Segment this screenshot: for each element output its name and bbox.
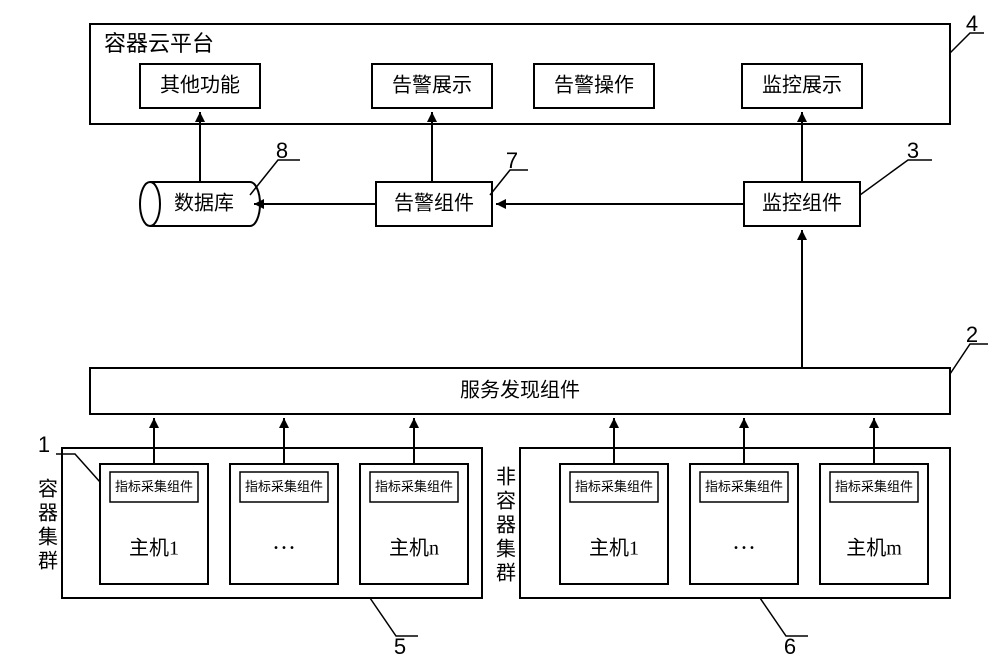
callout-num-3: 3 xyxy=(907,138,919,163)
container-vlabel-char: 容 xyxy=(38,478,58,501)
alarm-component: 告警组件 xyxy=(376,182,492,226)
callout-line-6 xyxy=(760,598,808,636)
host-label: 主机m xyxy=(846,537,902,560)
metric-collector-label: 指标采集组件 xyxy=(835,479,913,494)
metric-collector-label: 指标采集组件 xyxy=(705,479,783,494)
alarm-display-label: 告警展示 xyxy=(392,74,472,97)
metric-collector-label: 指标采集组件 xyxy=(375,479,453,494)
callout-num-8: 8 xyxy=(276,138,288,163)
platform-title: 容器云平台 xyxy=(104,31,214,56)
callout-num-6: 6 xyxy=(784,634,796,659)
alarm-label: 告警组件 xyxy=(394,192,474,215)
noncontainer-vlabel-char: 群 xyxy=(496,562,516,585)
callout-line-2 xyxy=(950,344,988,374)
service-discovery-label: 服务发现组件 xyxy=(460,379,580,402)
host-label: 主机1 xyxy=(129,537,179,560)
monitor-display-label: 监控展示 xyxy=(762,74,842,97)
metric-collector-label: 指标采集组件 xyxy=(245,479,323,494)
monitor-display-button: 监控展示 xyxy=(742,64,862,108)
other-functions-button: 其他功能 xyxy=(140,64,260,108)
callout-num-5: 5 xyxy=(394,634,406,659)
platform-panel: 容器云平台其他功能 告警展示 告警操作 监控展示 xyxy=(90,24,950,124)
callout-num-4: 4 xyxy=(966,11,978,36)
container-host-1: 指标采集组件 ··· xyxy=(230,464,338,584)
host-label: 主机1 xyxy=(589,537,639,560)
container-vlabel-char: 群 xyxy=(38,550,58,573)
metric-collector-label: 指标采集组件 xyxy=(575,479,653,494)
alarm-display-button: 告警展示 xyxy=(372,64,492,108)
alarm-operate-button: 告警操作 xyxy=(534,64,654,108)
callout-line-4 xyxy=(950,33,984,53)
database-label: 数据库 xyxy=(174,192,234,215)
other-functions-label: 其他功能 xyxy=(160,74,240,97)
monitor-label: 监控组件 xyxy=(762,192,842,215)
monitor-component: 监控组件 xyxy=(744,182,860,226)
container-vlabel-char: 集 xyxy=(38,526,58,549)
alarm-operate-label: 告警操作 xyxy=(554,74,634,97)
host-ellipsis: ··· xyxy=(732,536,756,562)
database-node: 数据库 xyxy=(140,182,260,226)
noncontainer-vlabel-char: 集 xyxy=(496,538,516,561)
service-discovery-component: 服务发现组件 xyxy=(90,368,950,414)
callout-num-1: 1 xyxy=(38,432,50,457)
callout-num-7: 7 xyxy=(506,148,518,173)
callout-line-3 xyxy=(860,160,932,195)
noncontainer-host-1: 指标采集组件 ··· xyxy=(690,464,798,584)
container-cluster: 容器集群指标采集组件主机1指标采集组件···指标采集组件主机n xyxy=(38,448,482,598)
callout-line-5 xyxy=(370,598,418,636)
noncontainer-vlabel-char: 器 xyxy=(496,515,516,537)
container-vlabel-char: 器 xyxy=(38,503,58,525)
host-ellipsis: ··· xyxy=(272,536,296,562)
callout-num-2: 2 xyxy=(966,322,978,347)
noncontainer-host-0: 指标采集组件主机1 xyxy=(560,464,668,584)
noncontainer-host-2: 指标采集组件主机m xyxy=(820,464,928,584)
container-host-2: 指标采集组件主机n xyxy=(360,464,468,584)
host-label: 主机n xyxy=(389,537,439,560)
callout-line-7 xyxy=(490,170,528,195)
metric-collector-label: 指标采集组件 xyxy=(115,479,193,494)
container-host-0: 指标采集组件主机1 xyxy=(100,464,208,584)
noncontainer-vlabel-char: 容 xyxy=(496,490,516,513)
noncontainer-cluster: 非容器集群指标采集组件主机1指标采集组件···指标采集组件主机m xyxy=(496,448,950,598)
noncontainer-vlabel-char: 非 xyxy=(496,466,516,489)
